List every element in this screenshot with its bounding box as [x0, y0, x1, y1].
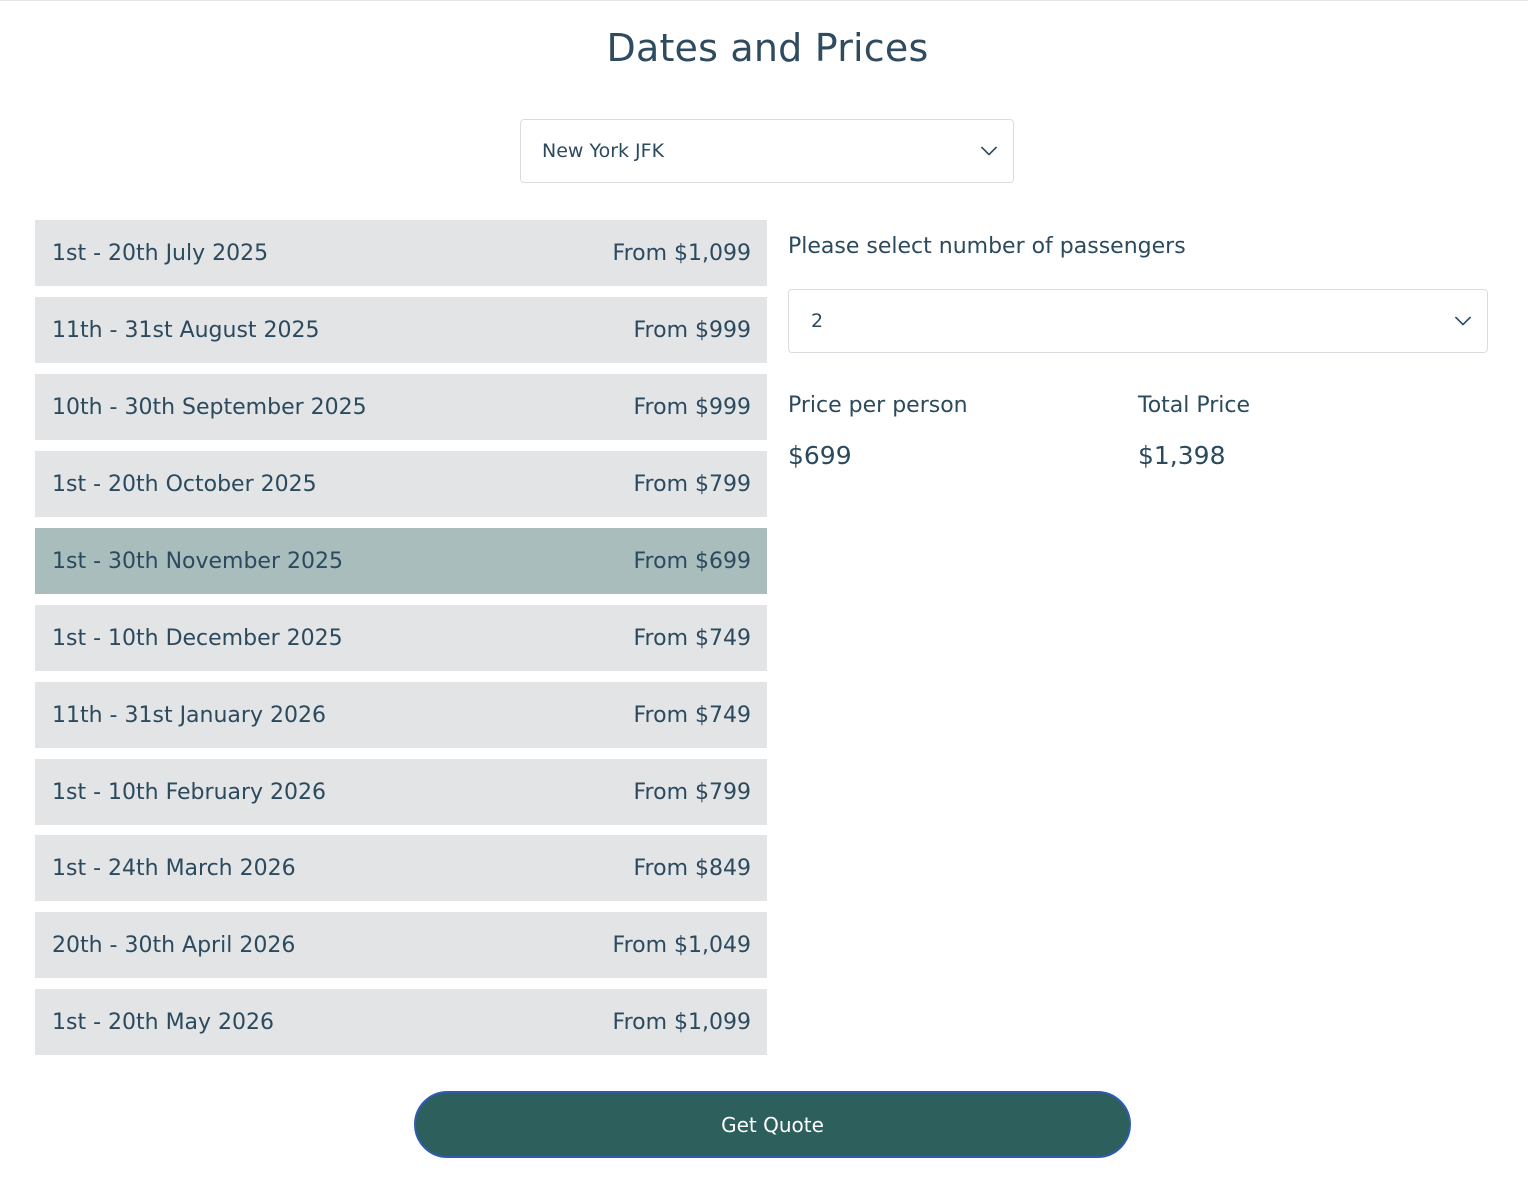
date-price: From $799 [633, 471, 752, 497]
date-row[interactable]: 1st - 20th October 2025 From $799 [35, 451, 767, 517]
date-range: 1st - 20th October 2025 [52, 471, 317, 497]
date-price: From $1,049 [612, 932, 751, 958]
date-row[interactable]: 1st - 10th February 2026 From $799 [35, 759, 767, 825]
date-range: 1st - 10th February 2026 [52, 779, 327, 805]
passenger-prompt: Please select number of passengers [788, 234, 1186, 259]
date-price: From $749 [633, 625, 752, 651]
date-range: 1st - 20th May 2026 [52, 1009, 275, 1035]
date-range: 1st - 10th December 2025 [52, 625, 343, 651]
date-row[interactable]: 11th - 31st January 2026 From $749 [35, 682, 767, 748]
date-range: 1st - 24th March 2026 [52, 855, 296, 881]
date-row[interactable]: 11th - 31st August 2025 From $999 [35, 297, 767, 363]
date-range: 11th - 31st January 2026 [52, 702, 326, 728]
date-range: 10th - 30th September 2025 [52, 394, 367, 420]
total-price-value: $1,398 [1138, 441, 1226, 470]
departure-airport-select[interactable]: New York JFK [520, 119, 1014, 183]
chevron-down-icon [981, 143, 997, 159]
date-price: From $999 [633, 317, 752, 343]
date-range: 1st - 20th July 2025 [52, 240, 269, 266]
top-divider [0, 0, 1528, 1]
passenger-count-value: 2 [811, 310, 824, 332]
page-title: Dates and Prices [606, 26, 929, 70]
chevron-down-icon [1455, 313, 1471, 329]
date-row[interactable]: 1st - 24th March 2026 From $849 [35, 835, 767, 901]
date-price: From $749 [633, 702, 752, 728]
date-row[interactable]: 10th - 30th September 2025 From $999 [35, 374, 767, 440]
date-row[interactable]: 1st - 20th May 2026 From $1,099 [35, 989, 767, 1055]
date-range: 20th - 30th April 2026 [52, 932, 296, 958]
date-price: From $1,099 [612, 240, 751, 266]
date-price: From $849 [633, 855, 752, 881]
date-price: From $1,099 [612, 1009, 751, 1035]
price-per-person-label: Price per person [788, 393, 968, 418]
departure-airport-value: New York JFK [542, 140, 665, 162]
date-row[interactable]: 1st - 20th July 2025 From $1,099 [35, 220, 767, 286]
date-range: 11th - 31st August 2025 [52, 317, 320, 343]
date-price: From $699 [633, 548, 752, 574]
date-row[interactable]: 1st - 30th November 2025 From $699 [35, 528, 767, 594]
price-per-person-value: $699 [788, 441, 852, 470]
date-row[interactable]: 20th - 30th April 2026 From $1,049 [35, 912, 767, 978]
get-quote-button[interactable]: Get Quote [414, 1091, 1131, 1158]
date-price: From $799 [633, 779, 752, 805]
passenger-count-select[interactable]: 2 [788, 289, 1488, 353]
total-price-label: Total Price [1138, 393, 1251, 418]
date-range: 1st - 30th November 2025 [52, 548, 343, 574]
date-price: From $999 [633, 394, 752, 420]
date-row[interactable]: 1st - 10th December 2025 From $749 [35, 605, 767, 671]
